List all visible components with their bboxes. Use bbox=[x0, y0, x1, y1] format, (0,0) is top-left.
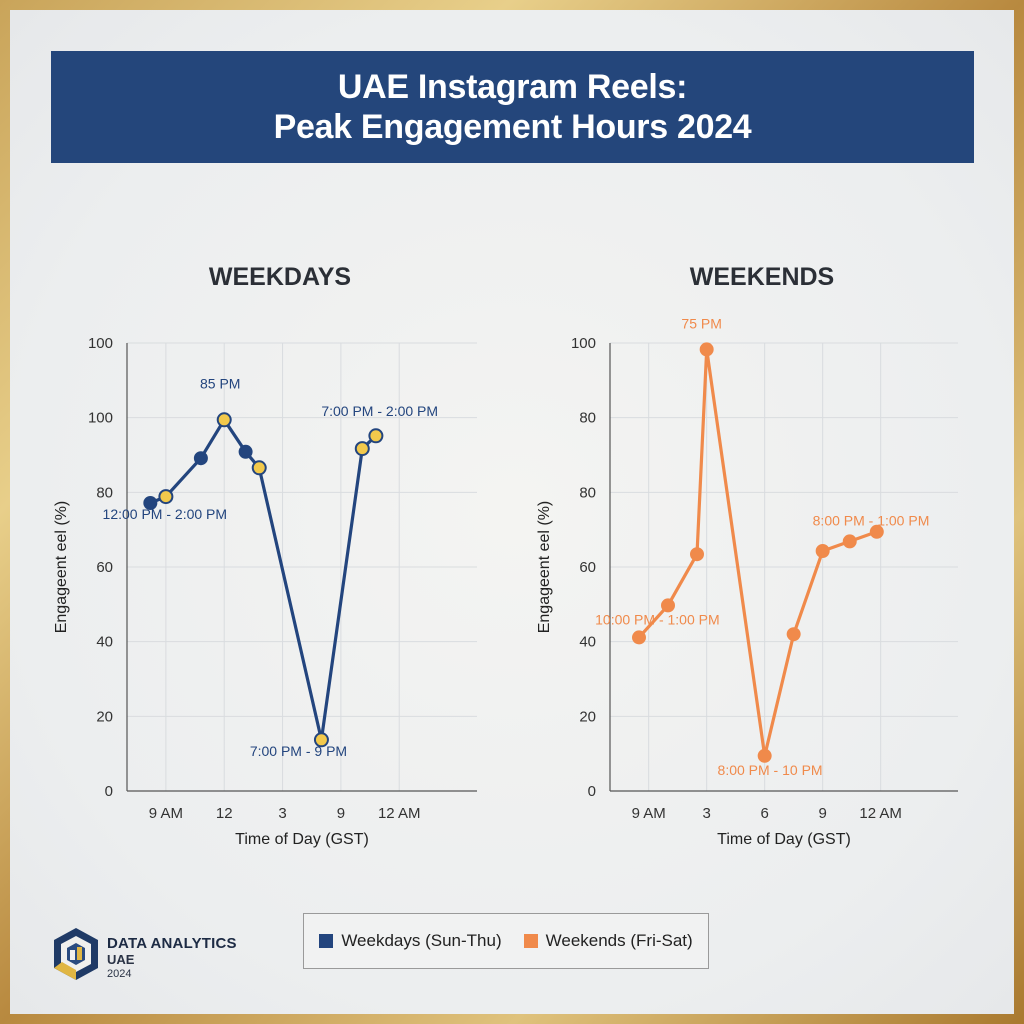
weekends-data-point bbox=[786, 627, 801, 642]
weekdays-data-point bbox=[143, 496, 158, 510]
weekdays-x-tick-label: 9 AM bbox=[149, 805, 183, 822]
brand-sub: UAE bbox=[107, 952, 135, 967]
weekends-y-axis-title: Engageent eel (%) bbox=[536, 501, 553, 634]
hexagon-logo-icon bbox=[54, 928, 98, 980]
weekends-annotation: 8:00 PM - 10 PM bbox=[718, 762, 823, 778]
weekdays-annotation: 85 PM bbox=[200, 376, 240, 392]
title-banner: UAE Instagram Reels: Peak Engagement Hou… bbox=[51, 51, 974, 163]
weekdays-y-tick-label: 20 bbox=[96, 708, 113, 725]
weekends-y-tick-label: 80 bbox=[579, 410, 596, 427]
title-line-1: UAE Instagram Reels: bbox=[337, 68, 688, 106]
weekends-data-point bbox=[690, 547, 704, 562]
weekends-y-tick-label: 0 bbox=[588, 783, 596, 800]
weekends-y-tick-label: 80 bbox=[579, 484, 596, 501]
weekdays-annotation: 12:00 PM - 2:00 PM bbox=[103, 506, 228, 522]
weekdays-y-axis-title: Engageent eel (%) bbox=[53, 501, 70, 634]
weekdays-y-tick-label: 80 bbox=[96, 484, 113, 501]
weekdays-data-point bbox=[193, 451, 208, 466]
weekdays-data-point bbox=[216, 412, 232, 428]
brand-year: 2024 bbox=[107, 968, 132, 980]
weekdays-x-tick-label: 12 AM bbox=[378, 805, 421, 822]
legend-swatch-weekends bbox=[523, 934, 538, 948]
weekdays-y-tick-label: 100 bbox=[88, 335, 113, 352]
weekdays-y-tick-label: 60 bbox=[96, 559, 113, 576]
legend: Weekdays (Sun-Thu) Weekends (Fri-Sat) bbox=[303, 913, 709, 969]
weekends-x-tick-label: 3 bbox=[702, 805, 710, 822]
weekends-data-point bbox=[815, 544, 830, 558]
weekdays-data-point bbox=[251, 460, 267, 476]
weekdays-y-tick-label: 0 bbox=[105, 783, 113, 800]
weekends-x-tick-label: 12 AM bbox=[859, 805, 902, 822]
weekends-data-point bbox=[661, 598, 675, 613]
weekdays-data-point bbox=[368, 428, 384, 444]
weekdays-data-point bbox=[158, 489, 174, 505]
weekends-data-point bbox=[632, 630, 646, 645]
legend-item-weekends: Weekends (Fri-Sat) bbox=[523, 931, 693, 951]
weekdays-data-point bbox=[238, 444, 253, 459]
weekends-y-tick-label: 100 bbox=[571, 335, 596, 352]
weekends-y-tick-label: 20 bbox=[579, 708, 596, 725]
weekends-data-point bbox=[699, 342, 714, 357]
weekends-annotation: 75 PM bbox=[681, 316, 721, 332]
legend-label-weekends: Weekends (Fri-Sat) bbox=[545, 931, 693, 950]
weekdays-x-tick-label: 3 bbox=[278, 805, 286, 822]
weekends-data-point bbox=[869, 524, 884, 539]
weekdays-data-point bbox=[354, 441, 370, 457]
weekdays-x-tick-label: 12 bbox=[216, 805, 233, 822]
legend-swatch-weekdays bbox=[319, 934, 334, 948]
weekends-x-axis-title: Time of Day (GST) bbox=[717, 831, 851, 848]
weekdays-annotation: 7:00 PM - 2:00 PM bbox=[321, 403, 438, 419]
brand-block: DATA ANALYTICS UAE 2024 bbox=[50, 926, 280, 982]
weekends-x-tick-label: 9 AM bbox=[632, 805, 666, 822]
weekends-x-tick-label: 9 bbox=[818, 805, 826, 822]
weekends-x-tick-label: 6 bbox=[760, 805, 768, 822]
weekends-y-tick-label: 60 bbox=[579, 559, 596, 576]
weekends-annotation: 10:00 PM - 1:00 PM bbox=[595, 612, 720, 628]
weekdays-x-axis-title: Time of Day (GST) bbox=[235, 831, 369, 848]
legend-item-weekdays: Weekdays (Sun-Thu) bbox=[319, 931, 502, 951]
weekends-series-line bbox=[637, 347, 878, 758]
brand-name: DATA ANALYTICS bbox=[107, 935, 237, 952]
weekdays-x-tick-label: 9 bbox=[337, 805, 345, 822]
weekends-data-point bbox=[842, 534, 857, 549]
weekdays-annotation: 7:00 PM - 9 PM bbox=[250, 743, 347, 759]
weekdays-y-tick-label: 40 bbox=[96, 634, 113, 651]
weekends-annotation: 8:00 PM - 1:00 PM bbox=[813, 512, 930, 528]
weekdays-y-tick-label: 100 bbox=[88, 410, 113, 427]
weekdays-panel-title: WEEKDAYS bbox=[209, 263, 351, 291]
weekends-y-tick-label: 40 bbox=[579, 634, 596, 651]
poster-panel bbox=[10, 10, 1014, 1014]
weekends-panel-title: WEEKENDS bbox=[690, 263, 834, 291]
weekends-data-point bbox=[757, 748, 772, 763]
title-line-2: Peak Engagement Hours 2024 bbox=[273, 108, 752, 146]
weekdays-data-point bbox=[313, 732, 329, 748]
legend-label-weekdays: Weekdays (Sun-Thu) bbox=[341, 931, 502, 950]
